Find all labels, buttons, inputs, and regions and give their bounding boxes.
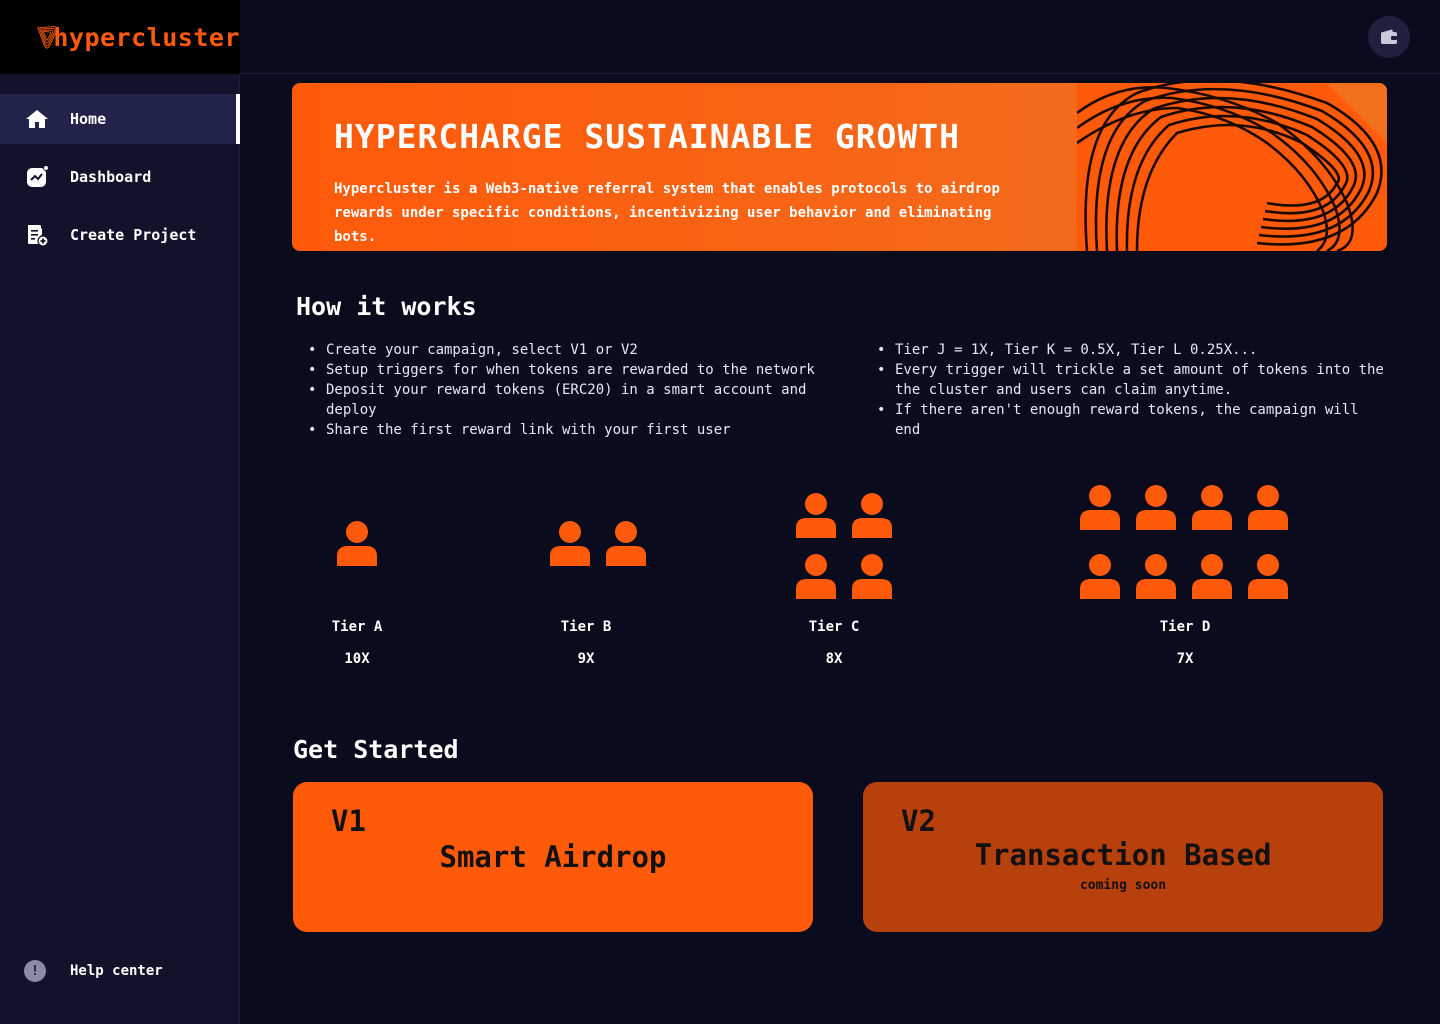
top-bar <box>240 0 1440 74</box>
v1-smart-airdrop-card[interactable]: V1 Smart Airdrop <box>293 782 813 932</box>
list-item: Every trigger will trickle a set amount … <box>877 360 1387 400</box>
card-title: Transaction Based <box>974 838 1272 872</box>
home-icon <box>24 106 50 132</box>
tier-c-label: Tier C <box>808 619 860 635</box>
tier-d-label: Tier D <box>1159 619 1211 635</box>
user-icon <box>796 493 836 538</box>
sidebar-item-label: Create Project <box>70 226 197 244</box>
list-item: Deposit your reward tokens (ERC20) in a … <box>308 380 858 420</box>
user-icon <box>1192 554 1232 599</box>
card-subtitle: coming soon <box>1079 878 1167 893</box>
user-icon <box>337 521 377 566</box>
card-title: Smart Airdrop <box>439 840 667 874</box>
list-item: Tier J = 1X, Tier K = 0.5X, Tier L 0.25X… <box>877 340 1387 360</box>
user-icon <box>1136 485 1176 530</box>
sidebar-nav: Home Dashboard <box>0 94 240 268</box>
list-item: Setup triggers for when tokens are rewar… <box>308 360 858 380</box>
hero-description: Hypercluster is a Web3-native referral s… <box>334 181 1000 245</box>
tier-c-multiplier: 8X <box>825 651 843 667</box>
brand-logo[interactable]: hypercluster <box>0 0 240 74</box>
list-item: Share the first reward link with your fi… <box>308 420 858 440</box>
card-version: V1 <box>331 804 366 838</box>
how-it-works-title: How it works <box>296 292 477 321</box>
user-icon <box>1248 554 1288 599</box>
wallet-button[interactable] <box>1368 16 1410 58</box>
swirl-graphic-icon <box>1077 83 1387 251</box>
document-add-icon <box>24 222 50 248</box>
user-icon <box>1080 485 1120 530</box>
user-icon <box>1080 554 1120 599</box>
user-icon <box>852 554 892 599</box>
sidebar-item-create-project[interactable]: Create Project <box>0 210 240 260</box>
sidebar: hypercluster Home Dashboard <box>0 0 240 1024</box>
sidebar-item-label: Dashboard <box>70 168 152 186</box>
user-icon <box>1192 485 1232 530</box>
hypercluster-logo-icon <box>37 26 58 49</box>
tier-a-multiplier: 10X <box>344 651 370 667</box>
hero-title: HYPERCHARGE SUSTAINABLE GROWTH <box>334 117 961 156</box>
hero-banner: HYPERCHARGE SUSTAINABLE GROWTH Hyperclus… <box>292 83 1387 251</box>
tier-d-multiplier: 7X <box>1176 651 1194 667</box>
sidebar-item-dashboard[interactable]: Dashboard <box>0 152 240 202</box>
user-icon <box>852 493 892 538</box>
user-icon <box>796 554 836 599</box>
help-center-label: Help center <box>70 963 163 979</box>
get-started-title: Get Started <box>293 735 459 764</box>
tier-b-multiplier: 9X <box>577 651 595 667</box>
user-icon <box>606 521 646 566</box>
how-it-works-left-list: Create your campaign, select V1 or V2 Se… <box>308 340 858 440</box>
list-item: If there aren't enough reward tokens, th… <box>877 400 1387 440</box>
user-icon <box>550 521 590 566</box>
card-version: V2 <box>901 804 936 838</box>
tier-a-label: Tier A <box>331 619 383 635</box>
tier-b-label: Tier B <box>560 619 612 635</box>
sidebar-item-label: Home <box>70 110 107 128</box>
user-icon <box>1136 554 1176 599</box>
how-it-works-right-list: Tier J = 1X, Tier K = 0.5X, Tier L 0.25X… <box>877 340 1387 440</box>
chart-icon <box>24 164 50 190</box>
sidebar-item-home[interactable]: Home <box>0 94 240 144</box>
list-item: Create your campaign, select V1 or V2 <box>308 340 858 360</box>
brand-name: hypercluster <box>53 22 240 52</box>
v2-transaction-based-card[interactable]: V2 Transaction Based coming soon <box>863 782 1383 932</box>
wallet-icon <box>1381 29 1397 44</box>
sidebar-item-help-center[interactable]: ! Help center <box>24 960 163 982</box>
info-icon: ! <box>24 960 46 982</box>
user-icon <box>1248 485 1288 530</box>
